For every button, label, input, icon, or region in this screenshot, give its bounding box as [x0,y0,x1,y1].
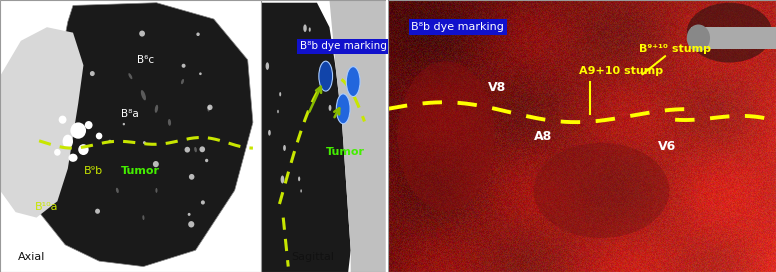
Circle shape [279,92,281,96]
Circle shape [153,161,159,167]
Circle shape [207,105,213,110]
Circle shape [196,32,199,36]
Circle shape [298,177,300,181]
Circle shape [283,145,286,151]
Ellipse shape [534,143,669,238]
Text: B⁹b: B⁹b [85,166,103,176]
Circle shape [277,110,279,113]
Circle shape [109,140,112,143]
Text: B¹⁰a: B¹⁰a [35,202,59,212]
Circle shape [281,175,284,184]
Ellipse shape [63,135,73,148]
Ellipse shape [68,154,78,162]
Ellipse shape [128,73,133,79]
Circle shape [188,213,191,216]
Circle shape [199,146,205,152]
Text: A9+10 stump: A9+10 stump [579,66,663,76]
Text: Sagittal: Sagittal [292,252,334,262]
Polygon shape [0,27,84,218]
Circle shape [95,209,100,214]
Polygon shape [36,3,253,267]
Circle shape [90,71,95,76]
Circle shape [328,105,331,111]
Bar [691,27,776,49]
Circle shape [308,46,312,53]
Ellipse shape [687,3,772,63]
Text: V6: V6 [658,140,677,153]
Ellipse shape [142,215,144,220]
Text: V8: V8 [487,81,506,94]
Circle shape [268,130,271,136]
Ellipse shape [194,147,197,152]
Ellipse shape [397,61,495,211]
Polygon shape [261,3,351,272]
Text: B⁸a: B⁸a [122,109,139,119]
Text: B⁸b dye marking: B⁸b dye marking [300,41,386,51]
Circle shape [300,189,302,193]
Circle shape [309,27,310,32]
Circle shape [185,147,190,153]
Circle shape [303,24,307,32]
Ellipse shape [116,188,119,193]
Ellipse shape [95,132,102,139]
Circle shape [346,67,360,97]
Ellipse shape [687,24,710,52]
Text: Tumor: Tumor [121,166,161,176]
Ellipse shape [154,105,158,113]
Ellipse shape [155,188,158,193]
Circle shape [182,64,185,68]
Ellipse shape [207,106,210,112]
Ellipse shape [85,121,92,129]
Ellipse shape [59,116,67,124]
Ellipse shape [181,79,184,84]
Text: B⁹⁺¹⁰ stump: B⁹⁺¹⁰ stump [639,44,711,54]
Circle shape [205,159,208,162]
Text: Axial: Axial [19,252,46,262]
Circle shape [265,62,269,70]
Circle shape [143,141,146,144]
Ellipse shape [168,119,171,126]
Ellipse shape [140,90,146,100]
Text: B⁸b dye marking: B⁸b dye marking [411,22,504,32]
Text: Tumor: Tumor [326,147,365,157]
Circle shape [139,30,145,37]
Circle shape [189,221,194,227]
Text: B⁶c: B⁶c [137,55,154,65]
Polygon shape [330,0,386,272]
Circle shape [336,94,350,124]
Ellipse shape [71,122,86,139]
Ellipse shape [54,149,61,156]
Circle shape [199,72,202,75]
Circle shape [123,123,125,125]
Circle shape [319,61,333,91]
Ellipse shape [78,144,88,155]
Circle shape [201,200,205,205]
Circle shape [189,174,195,180]
Text: A8: A8 [534,129,553,143]
